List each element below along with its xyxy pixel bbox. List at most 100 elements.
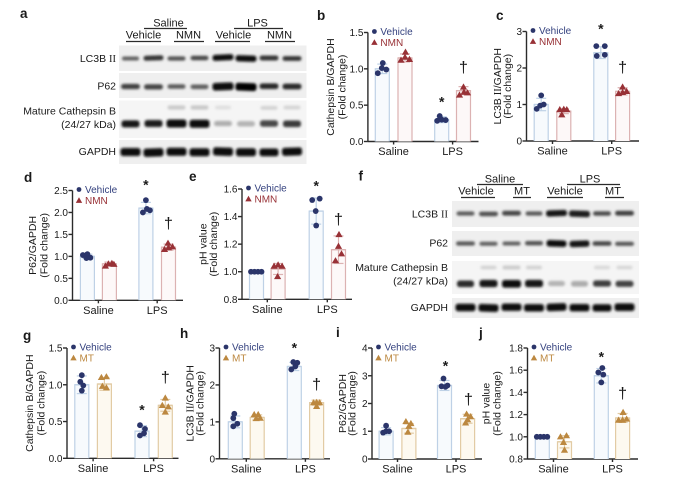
- svg-text:0.0: 0.0: [49, 454, 63, 465]
- svg-text:LPS: LPS: [295, 463, 316, 475]
- svg-text:(Fold change): (Fold change): [195, 371, 207, 436]
- svg-text:(Fold change): (Fold change): [208, 212, 220, 277]
- svg-text:NMN: NMN: [539, 37, 562, 48]
- svg-text:Saline: Saline: [537, 146, 568, 158]
- svg-text:*: *: [143, 177, 149, 193]
- svg-text:1.2: 1.2: [224, 240, 238, 251]
- svg-text:MT: MT: [385, 354, 399, 365]
- svg-text:*: *: [139, 402, 145, 418]
- svg-text:Saline: Saline: [252, 304, 283, 316]
- svg-text:4: 4: [362, 344, 368, 355]
- svg-text:NMN: NMN: [85, 196, 108, 207]
- svg-text:LPS: LPS: [442, 146, 463, 158]
- svg-text:LPS: LPS: [601, 146, 622, 158]
- svg-text:(24/27 kDa): (24/27 kDa): [61, 119, 116, 131]
- svg-text:0: 0: [209, 454, 215, 465]
- svg-text:(Fold change): (Fold change): [502, 54, 514, 119]
- svg-text:2.0: 2.0: [54, 208, 68, 219]
- svg-text:2.5: 2.5: [54, 186, 68, 197]
- svg-text:g: g: [23, 328, 31, 343]
- svg-text:NMN: NMN: [176, 30, 201, 42]
- svg-text:Saline: Saline: [78, 463, 109, 475]
- svg-text:Vehicle: Vehicle: [80, 343, 113, 354]
- svg-text:Cathepsin B/GAPDH: Cathepsin B/GAPDH: [24, 354, 36, 451]
- svg-text:0: 0: [516, 137, 522, 148]
- svg-text:2: 2: [362, 399, 368, 410]
- svg-text:*: *: [313, 178, 319, 194]
- svg-text:(Fold change): (Fold change): [347, 371, 359, 436]
- svg-text:Vehicle: Vehicle: [458, 186, 493, 198]
- svg-text:1.6: 1.6: [224, 185, 238, 196]
- svg-text:NMN: NMN: [267, 30, 292, 42]
- svg-text:P62/GAPDH: P62/GAPDH: [27, 216, 39, 275]
- svg-text:3: 3: [516, 27, 522, 38]
- svg-text:c: c: [496, 8, 504, 23]
- svg-text:0.5: 0.5: [49, 417, 63, 428]
- svg-text:NMN: NMN: [380, 38, 403, 49]
- svg-text:LPS: LPS: [247, 18, 268, 30]
- svg-text:3: 3: [362, 371, 368, 382]
- svg-text:P62: P62: [429, 238, 448, 250]
- svg-text:P62/GAPDH: P62/GAPDH: [337, 374, 349, 433]
- svg-text:*: *: [439, 94, 445, 110]
- svg-text:LPS: LPS: [580, 174, 601, 186]
- svg-text:*: *: [292, 340, 298, 356]
- svg-text:(Fold change): (Fold change): [36, 371, 48, 436]
- svg-text:(24/27 kDa): (24/27 kDa): [393, 276, 448, 288]
- svg-text:NMN: NMN: [255, 195, 278, 206]
- svg-text:1.0: 1.0: [509, 432, 523, 443]
- svg-text:h: h: [180, 326, 188, 341]
- svg-text:1.5: 1.5: [349, 28, 363, 39]
- svg-text:1.5: 1.5: [54, 230, 68, 241]
- svg-text:1.4: 1.4: [509, 388, 523, 399]
- svg-text:LPS: LPS: [446, 464, 467, 476]
- svg-text:1.0: 1.0: [224, 267, 238, 278]
- svg-text:1: 1: [209, 417, 215, 428]
- svg-text:GAPDH: GAPDH: [411, 302, 448, 314]
- svg-text:†: †: [459, 60, 468, 77]
- svg-text:MT: MT: [605, 186, 621, 198]
- svg-text:LPS: LPS: [147, 305, 168, 317]
- svg-text:1: 1: [362, 427, 368, 438]
- svg-text:LPS: LPS: [143, 463, 164, 475]
- svg-text:(Fold change): (Fold change): [492, 371, 504, 436]
- svg-text:1.5: 1.5: [49, 344, 63, 355]
- svg-text:1.0: 1.0: [349, 64, 363, 75]
- svg-text:Vehicle: Vehicle: [126, 30, 161, 42]
- svg-text:Vehicle: Vehicle: [547, 186, 582, 198]
- svg-text:Vehicle: Vehicle: [380, 27, 413, 38]
- svg-text:pH value: pH value: [198, 223, 210, 265]
- svg-text:LPS: LPS: [602, 464, 623, 476]
- svg-text:†: †: [161, 370, 170, 387]
- svg-text:Saline: Saline: [485, 174, 516, 186]
- svg-text:Mature Cathepsin B: Mature Cathepsin B: [23, 106, 116, 118]
- svg-text:Vehicle: Vehicle: [255, 184, 288, 195]
- svg-text:2: 2: [516, 64, 522, 75]
- svg-text:Cathepsin B/GAPDH: Cathepsin B/GAPDH: [325, 38, 337, 135]
- svg-text:0.5: 0.5: [349, 101, 363, 112]
- svg-text:MT: MT: [232, 354, 246, 365]
- svg-text:1.8: 1.8: [509, 344, 523, 355]
- svg-text:LC3B II/GAPDH: LC3B II/GAPDH: [185, 365, 197, 441]
- svg-text:†: †: [312, 377, 321, 394]
- svg-text:e: e: [189, 169, 197, 184]
- svg-text:Saline: Saline: [153, 18, 184, 30]
- svg-text:0.8: 0.8: [509, 455, 523, 466]
- svg-text:*: *: [443, 358, 449, 374]
- svg-text:1.6: 1.6: [509, 366, 523, 377]
- svg-text:LC3B II: LC3B II: [412, 209, 449, 221]
- svg-text:Vehicle: Vehicle: [539, 26, 572, 37]
- svg-text:*: *: [598, 21, 604, 37]
- svg-text:Saline: Saline: [538, 464, 569, 476]
- svg-text:Vehicle: Vehicle: [216, 30, 251, 42]
- svg-text:0: 0: [362, 455, 368, 466]
- svg-text:Saline: Saline: [382, 464, 413, 476]
- svg-text:b: b: [317, 8, 325, 23]
- svg-text:Vehicle: Vehicle: [540, 343, 573, 354]
- svg-text:3: 3: [209, 344, 215, 355]
- svg-text:Mature Cathepsin B: Mature Cathepsin B: [355, 262, 448, 274]
- svg-text:1.2: 1.2: [509, 410, 523, 421]
- svg-text:1.0: 1.0: [49, 380, 63, 391]
- svg-text:GAPDH: GAPDH: [79, 146, 116, 158]
- svg-text:1.4: 1.4: [224, 212, 238, 223]
